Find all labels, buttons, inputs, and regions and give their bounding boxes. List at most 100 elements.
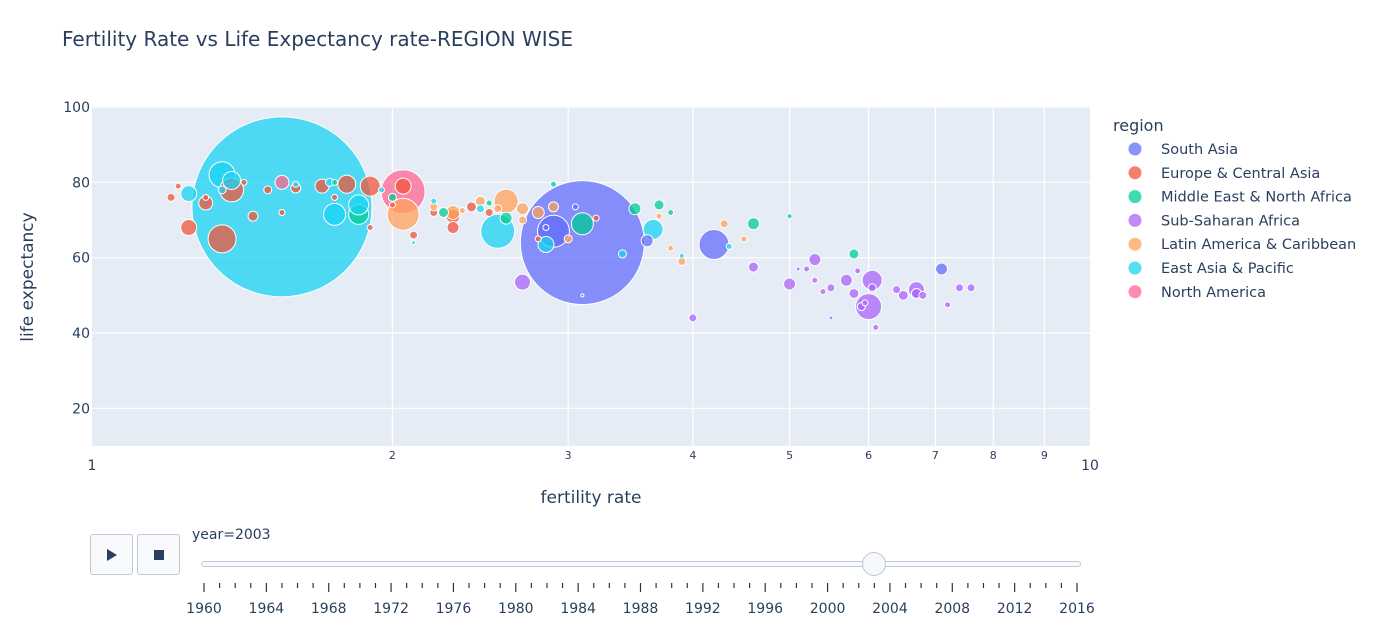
data-point [292, 180, 300, 188]
chart-title: Fertility Rate vs Life Expectancy rate-R… [62, 27, 573, 51]
data-point [174, 182, 182, 190]
data-point [388, 201, 396, 209]
y-axis-ticks: 20 40 60 80 100 [63, 100, 90, 417]
data-point [547, 201, 559, 213]
slider-tick-label: 1968 [311, 601, 347, 617]
legend-marker [1128, 261, 1142, 275]
data-point [366, 224, 374, 232]
legend-title: region [1113, 116, 1164, 135]
data-point [725, 242, 733, 250]
data-point [783, 277, 797, 291]
data-point [592, 214, 600, 222]
data-point [499, 211, 513, 225]
x-axis-ticks: 1 2 3 4 5 6 7 8 9 10 [88, 449, 1099, 474]
x-tick-label: 10 [1081, 458, 1099, 474]
data-point [688, 313, 698, 323]
slider-tick-label: 1980 [498, 601, 534, 617]
data-point [698, 228, 730, 260]
y-tick-label: 100 [63, 100, 90, 116]
x-tick-label: 3 [565, 449, 572, 462]
data-point [263, 185, 273, 195]
data-point [430, 197, 438, 205]
data-point [331, 193, 339, 201]
slider-tick-label: 1992 [685, 601, 721, 617]
data-point [359, 175, 381, 197]
legend-item-label: South Asia [1161, 142, 1238, 158]
play-icon [106, 548, 117, 561]
data-point [337, 174, 357, 194]
y-tick-label: 20 [72, 401, 90, 417]
data-point [617, 249, 627, 259]
legend: South Asia Europe & Central Asia Middle Ea… [1128, 142, 1356, 301]
data-point [534, 235, 542, 243]
data-point [861, 299, 869, 307]
data-point [867, 283, 877, 293]
data-point [786, 213, 793, 220]
data-point [437, 206, 449, 218]
slider-tick-label: 2016 [1059, 601, 1095, 617]
slider-tick-label: 1996 [747, 601, 783, 617]
legend-marker [1128, 213, 1142, 227]
data-point [348, 194, 370, 216]
x-tick-label: 7 [932, 449, 939, 462]
data-point [191, 116, 373, 298]
slider-tick-label: 1972 [373, 601, 409, 617]
x-tick-label: 5 [786, 449, 793, 462]
data-point [549, 180, 557, 188]
legend-marker [1128, 190, 1142, 204]
data-point [811, 276, 819, 284]
data-point [826, 283, 836, 293]
x-tick-label: 9 [1041, 449, 1048, 462]
x-tick-label: 4 [689, 449, 696, 462]
data-point [493, 204, 503, 214]
data-point [855, 293, 883, 321]
y-tick-label: 40 [72, 326, 90, 342]
data-point [458, 207, 466, 215]
data-point [180, 185, 198, 203]
data-point [628, 202, 642, 216]
data-point [740, 235, 748, 243]
data-point [678, 252, 685, 259]
data-point [897, 289, 909, 301]
play-button[interactable] [90, 534, 133, 575]
slider-tick-label: 2000 [810, 601, 846, 617]
x-tick-label: 1 [88, 458, 97, 474]
data-point [747, 261, 759, 273]
data-point [795, 266, 801, 272]
stop-icon [153, 549, 164, 560]
data-point [180, 219, 198, 237]
data-point [954, 283, 964, 293]
data-point [819, 288, 827, 296]
data-point [531, 205, 545, 219]
slider-track[interactable] [201, 561, 1081, 567]
slider-tick-label: 2008 [934, 601, 970, 617]
slider-handle[interactable] [862, 552, 887, 576]
legend-marker [1128, 142, 1142, 156]
data-point [278, 208, 286, 216]
slider-tick-label: 2004 [872, 601, 908, 617]
data-point [537, 235, 555, 253]
legend-marker [1128, 237, 1142, 251]
legend-item-label: North America [1161, 285, 1266, 301]
slider-tick-label: 1988 [623, 601, 659, 617]
x-axis-title: fertility rate [541, 488, 642, 508]
x-tick-label: 6 [865, 449, 872, 462]
data-point [202, 193, 210, 201]
slider-tick-label: 1976 [436, 601, 472, 617]
data-point [571, 203, 579, 211]
data-point [274, 174, 290, 190]
data-point [240, 178, 248, 186]
data-point [655, 212, 663, 220]
data-point [484, 207, 494, 217]
slider-tick-label: 1984 [560, 601, 596, 617]
data-point [667, 244, 675, 252]
data-point [667, 208, 675, 216]
stop-button[interactable] [137, 534, 180, 575]
data-point [892, 285, 902, 295]
legend-item-label: Sub-Saharan Africa [1161, 213, 1300, 229]
data-point [516, 202, 530, 216]
data-point [580, 293, 585, 298]
data-point [411, 240, 417, 246]
data-point [387, 192, 397, 202]
data-point [803, 265, 811, 273]
